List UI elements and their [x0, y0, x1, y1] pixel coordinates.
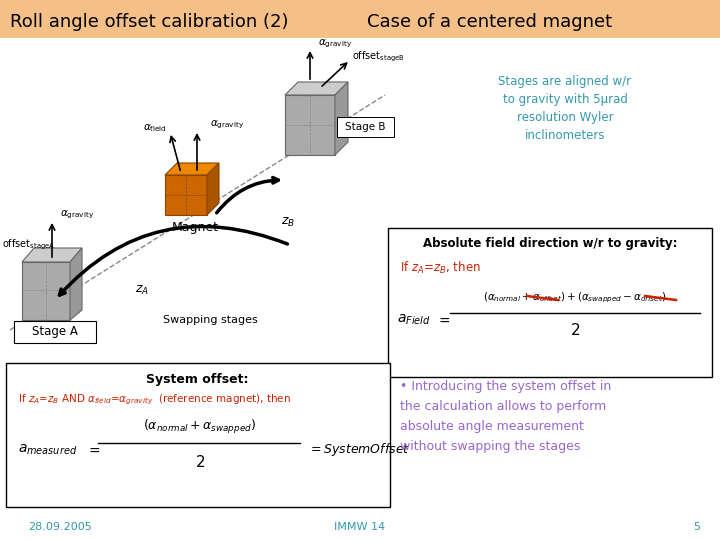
Text: Stage B: Stage B [345, 122, 385, 132]
Text: Swapping stages: Swapping stages [163, 315, 257, 325]
Text: IMMW 14: IMMW 14 [334, 522, 386, 532]
FancyBboxPatch shape [14, 321, 96, 343]
FancyBboxPatch shape [388, 228, 712, 377]
Bar [165, 175, 207, 215]
Text: $2$: $2$ [570, 322, 580, 338]
Text: System offset:: System offset: [145, 374, 248, 387]
Polygon shape [22, 248, 82, 262]
Text: 5: 5 [693, 522, 700, 532]
Polygon shape [207, 163, 219, 215]
Text: • Introducing the system offset in
the calculation allows to perform
absolute an: • Introducing the system offset in the c… [400, 380, 611, 453]
Text: $(\alpha_{normal} + \alpha_{offset}) + (\alpha_{swapped} - \alpha_{offset})$: $(\alpha_{normal} + \alpha_{offset}) + (… [483, 291, 667, 305]
Bar [0, 0, 720, 38]
Text: offset$_{\mathsf{stageB}}$: offset$_{\mathsf{stageB}}$ [352, 50, 405, 64]
Text: $a_{measured}$: $a_{measured}$ [18, 443, 77, 457]
Polygon shape [165, 163, 219, 175]
Text: If $z_A$=$z_B$ AND $\alpha_{field}$=$\alpha_{gravity}$  (reference magnet), then: If $z_A$=$z_B$ AND $\alpha_{field}$=$\al… [18, 393, 291, 407]
Text: $\alpha_{\mathsf{gravity}}$: $\alpha_{\mathsf{gravity}}$ [210, 119, 244, 131]
Text: $2$: $2$ [195, 454, 205, 470]
Text: $\alpha_{\mathsf{field}}$: $\alpha_{\mathsf{field}}$ [143, 122, 167, 134]
Text: $(\alpha_{normal} + \alpha_{swapped})$: $(\alpha_{normal} + \alpha_{swapped})$ [143, 418, 256, 436]
Text: If $z_A$=$z_B$, then: If $z_A$=$z_B$, then [400, 260, 481, 276]
Text: $\alpha_{\mathsf{gravity}}$: $\alpha_{\mathsf{gravity}}$ [318, 38, 352, 50]
Text: $\alpha_{\mathsf{gravity}}$: $\alpha_{\mathsf{gravity}}$ [60, 209, 94, 221]
Text: Case of a centered magnet: Case of a centered magnet [367, 13, 613, 31]
Text: $z_B$: $z_B$ [281, 215, 295, 228]
Text: Roll angle offset calibration (2): Roll angle offset calibration (2) [10, 13, 289, 31]
Text: Absolute field direction w/r to gravity:: Absolute field direction w/r to gravity: [423, 238, 678, 251]
Text: $= SystemOffset$: $= SystemOffset$ [308, 442, 410, 458]
Text: offset$_{\mathsf{stageA}}$: offset$_{\mathsf{stageA}}$ [2, 238, 55, 252]
Text: Magnet: Magnet [171, 221, 218, 234]
Text: $z_A$: $z_A$ [135, 284, 149, 296]
Text: $a_{Field}$: $a_{Field}$ [397, 313, 431, 327]
Polygon shape [335, 82, 348, 155]
Text: Stage A: Stage A [32, 326, 78, 339]
Text: $=$: $=$ [86, 443, 101, 457]
Text: 28.09.2005: 28.09.2005 [28, 522, 91, 532]
Polygon shape [70, 248, 82, 320]
Polygon shape [285, 82, 348, 95]
FancyBboxPatch shape [337, 117, 394, 137]
Text: Stages are aligned w/r
to gravity with 5μrad
resolution Wyler
inclinometers: Stages are aligned w/r to gravity with 5… [498, 75, 631, 142]
Bar [285, 95, 335, 155]
FancyBboxPatch shape [6, 363, 390, 507]
Text: $=$: $=$ [436, 313, 451, 327]
Bar [22, 262, 70, 320]
